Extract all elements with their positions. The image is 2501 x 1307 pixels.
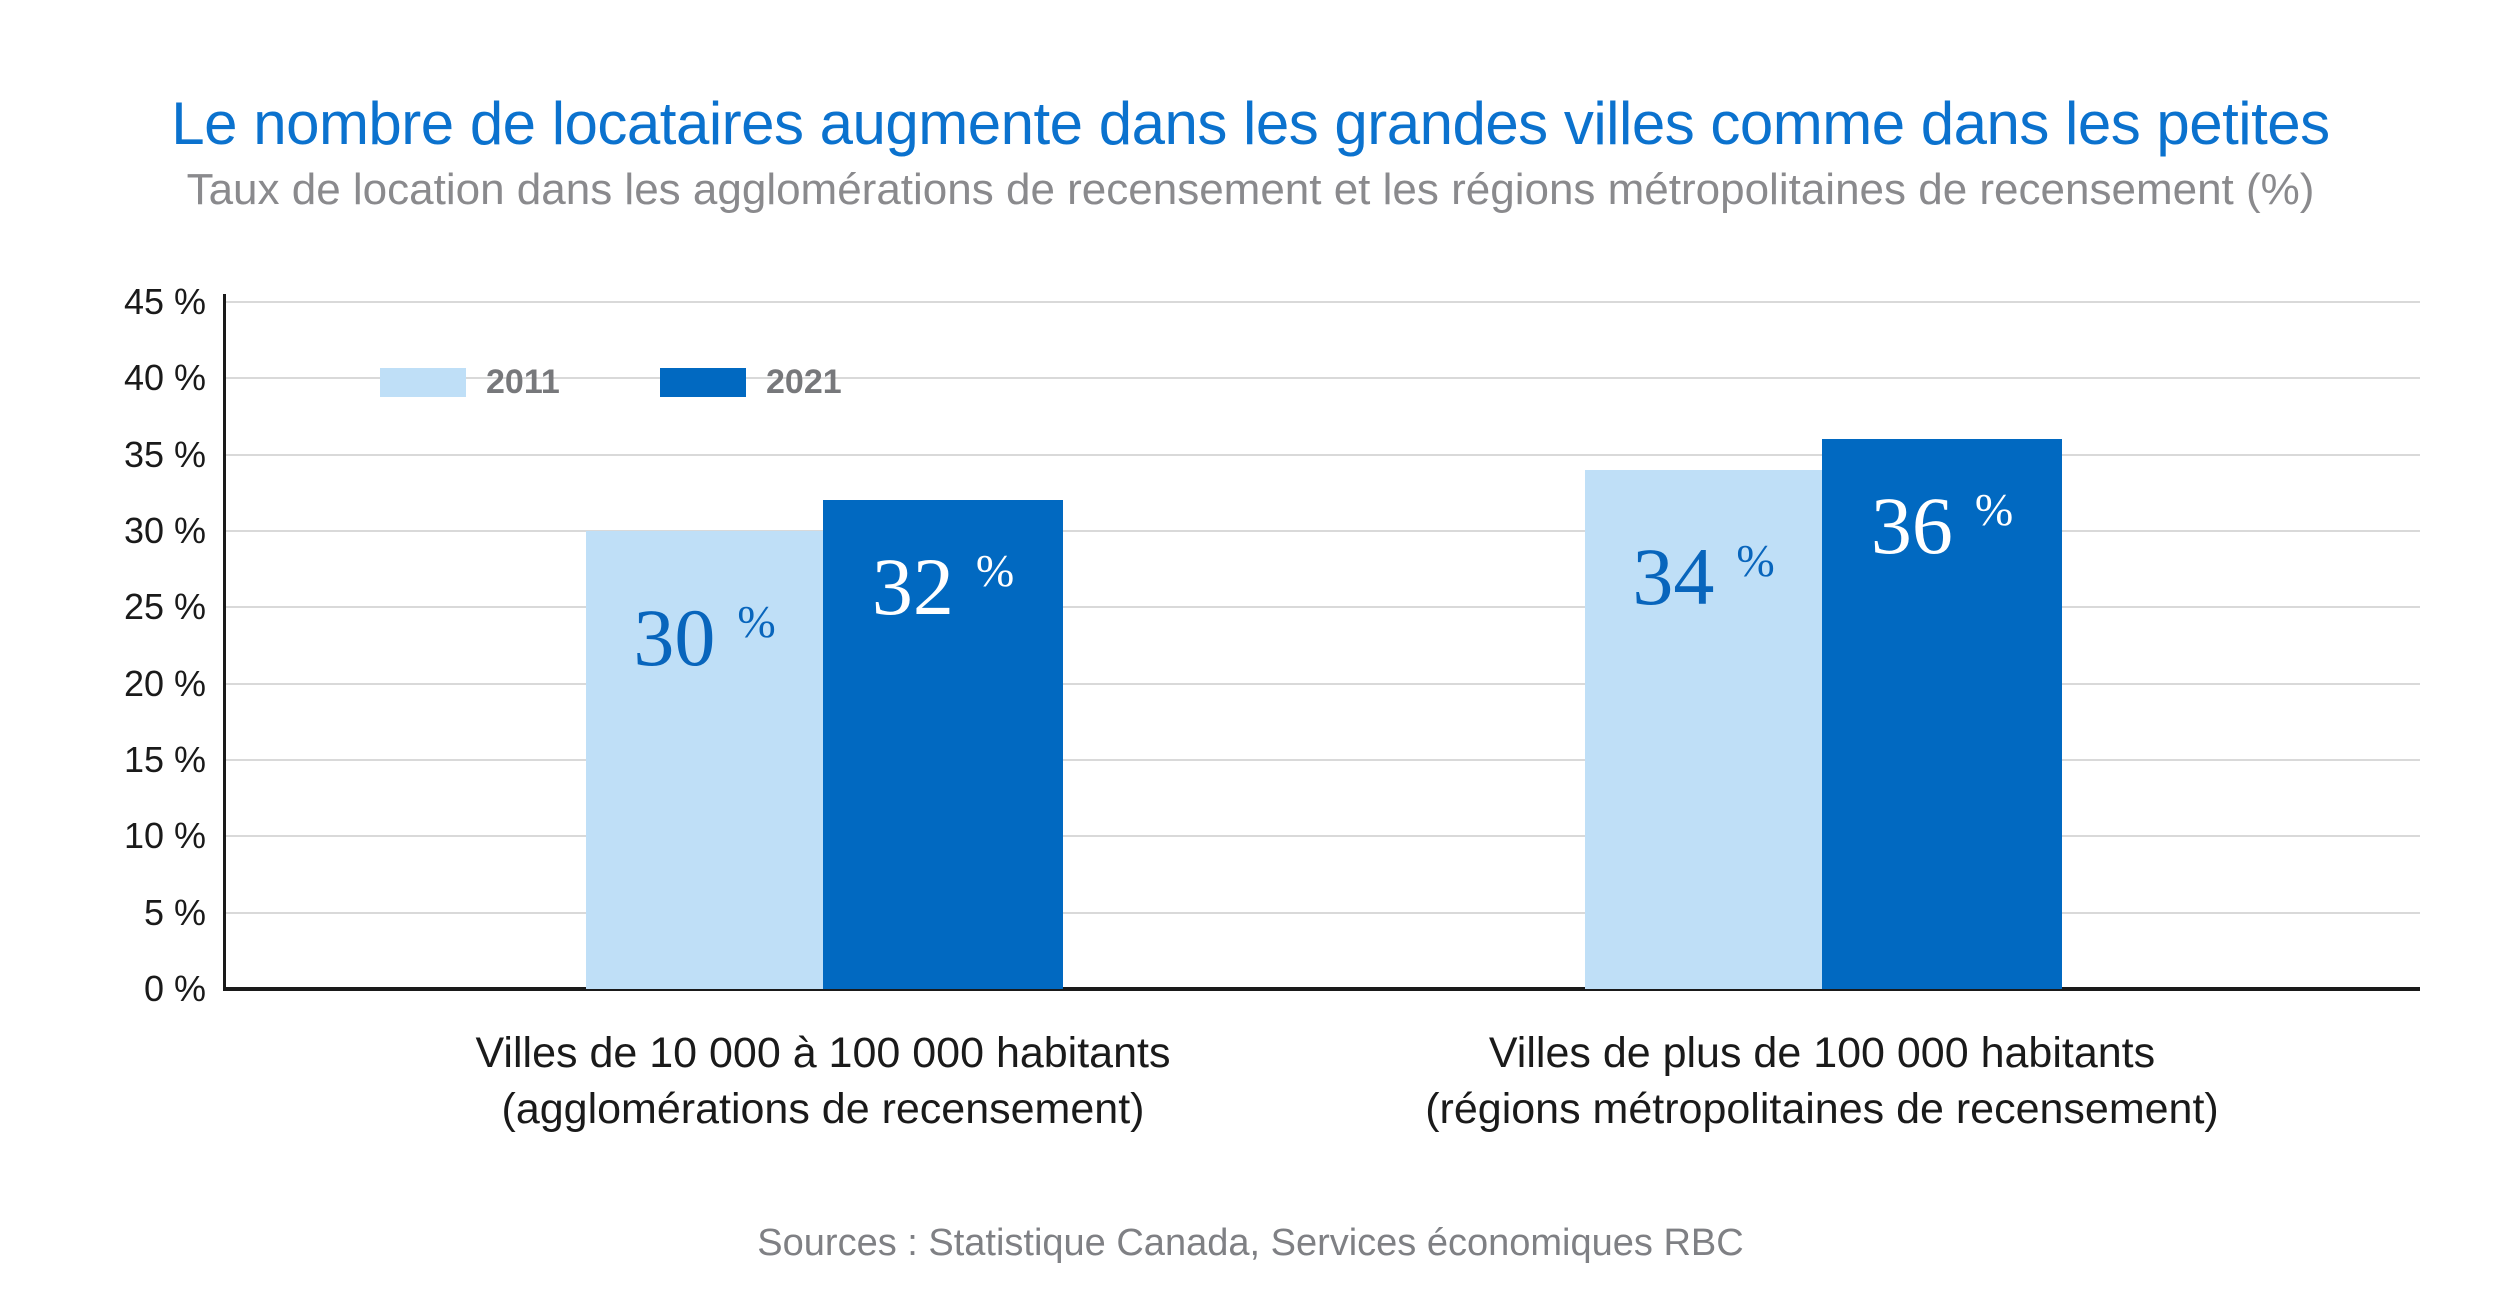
y-tick-label-20: 20 % [123,662,206,704]
figure-subtitle: Taux de location dans les agglomérations… [186,165,2315,214]
bar-2021-group1: 32% [823,500,1063,989]
legend-label-2011: 2011 [486,362,560,401]
y-tick-label-15: 15 % [123,738,206,780]
category-label-group2: Villes de plus de 100 000 habitants (régi… [1425,1029,2219,1133]
category-label-group1: Villes de 10 000 à 100 000 habitants (agg… [475,1029,1171,1133]
y-tick-label-10: 10 % [123,815,206,857]
y-axis-line [223,294,226,990]
gridline-40pct [226,377,2420,380]
y-tick-label-5: 5 % [143,891,206,933]
bar-2011-group1: 30% [586,530,823,989]
y-tick-label-25: 25 % [123,586,206,628]
value-label-2021-group1: 32% [871,541,1015,633]
y-tick-label-0: 0 % [143,968,206,1009]
gridline-10pct [226,835,2420,838]
y-tick-label-40: 40 % [123,357,206,399]
gridline-5pct [226,911,2420,914]
gridline-25pct [226,606,2420,609]
legend-label-2021: 2021 [766,362,842,401]
gridline-45pct [226,300,2420,303]
legend-swatch-2021 [660,367,746,397]
gridline-15pct [226,758,2420,761]
x-axis-line [223,987,2420,991]
gridline-35pct [226,453,2420,456]
y-tick-label-30: 30 % [123,509,206,551]
value-label-2011-group2: 34% [1632,530,1775,622]
value-label-2011-group1: 30% [633,591,776,683]
bar-2011-group2: 34% [1585,469,1822,989]
legend-item-2011: 2011 [380,363,560,401]
legend-swatch-2011 [380,367,466,397]
source-note: Sources : Statistique Canada, Services é… [757,1222,1744,1264]
bar-2021-group2: 36% [1822,439,2062,989]
gridline-30pct [226,529,2420,532]
figure-title: Le nombre de locataires augmente dans le… [171,90,2330,157]
value-label-2021-group2: 36% [1870,480,2014,572]
gridline-20pct [226,682,2420,685]
y-tick-label-45: 45 % [123,280,206,322]
legend-item-2021: 2021 [660,363,842,401]
y-tick-label-35: 35 % [123,433,206,475]
